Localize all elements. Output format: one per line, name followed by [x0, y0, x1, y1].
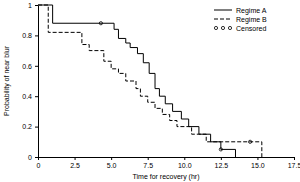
x-axis: 0 2.5 5.0 7.5 10.0 12.5 15.0 17.5	[37, 157, 300, 169]
x-tick-label: 15.0	[251, 162, 265, 169]
x-tick-mark	[148, 157, 149, 160]
y-tick: 0.2	[22, 123, 38, 130]
x-tick-label: 2.5	[70, 162, 80, 169]
legend-label: Regime A	[236, 7, 267, 15]
x-tick-mark	[184, 157, 185, 160]
x-tick: 15.0	[251, 157, 265, 169]
censored-point	[249, 140, 252, 143]
x-tick-label: 7.5	[143, 162, 153, 169]
legend-symbol	[214, 10, 232, 11]
legend-symbol	[228, 26, 231, 29]
legend: Regime ARegime BCensored	[214, 7, 267, 32]
y-tick-mark	[35, 157, 38, 158]
legend-symbol	[214, 26, 217, 29]
x-tick-label: 17.5	[288, 162, 300, 169]
y-tick: 0.6	[22, 63, 38, 70]
y-axis: 0 0.2 0.4 0.6 0.8 1	[22, 2, 38, 161]
x-tick-label: 0	[37, 162, 41, 169]
x-tick: 10.0	[178, 157, 192, 169]
x-tick-mark	[221, 157, 222, 160]
y-axis-title: Probability of near blur	[3, 45, 11, 116]
y-tick-mark	[35, 66, 38, 67]
x-tick-label: 12.5	[215, 162, 229, 169]
x-tick-label: 5.0	[107, 162, 117, 169]
x-tick-mark	[257, 157, 258, 160]
y-tick-mark	[35, 5, 38, 6]
plot-marks	[38, 5, 262, 157]
y-tick: 0	[28, 154, 38, 161]
x-tick: 0	[37, 157, 41, 169]
y-tick: 1	[28, 2, 38, 9]
x-tick: 17.5	[288, 157, 300, 169]
x-tick: 12.5	[215, 157, 229, 169]
censored-point	[99, 22, 102, 25]
y-tick-label: 0.6	[22, 63, 32, 70]
y-tick-label: 0.4	[22, 93, 32, 100]
y-tick: 0.8	[22, 32, 38, 39]
y-tick-label: 0	[28, 154, 32, 161]
legend-symbol	[221, 26, 224, 29]
x-tick-mark	[75, 157, 76, 160]
legend-label: Censored	[236, 25, 266, 32]
legend-symbol	[214, 19, 232, 20]
x-tick: 7.5	[143, 157, 153, 169]
y-tick-label: 0.2	[22, 123, 32, 130]
y-tick-mark	[35, 35, 38, 36]
x-tick: 2.5	[70, 157, 80, 169]
survival-line	[38, 5, 262, 157]
y-axis-line	[38, 6, 39, 158]
chart: 0 2.5 5.0 7.5 10.0 12.5 15.0 17.5 0 0.2 0.4 0.6 0.8 1…	[0, 0, 300, 182]
x-tick-mark	[111, 157, 112, 160]
legend-label: Regime B	[236, 16, 267, 24]
y-tick-label: 1	[28, 2, 32, 9]
y-tick-label: 0.8	[22, 32, 32, 39]
y-tick-mark	[35, 127, 38, 128]
censored-point	[219, 148, 222, 151]
y-tick-mark	[35, 96, 38, 97]
x-tick: 5.0	[107, 157, 117, 169]
x-axis-line	[39, 157, 295, 158]
x-tick-mark	[294, 157, 295, 160]
x-tick-label: 10.0	[178, 162, 192, 169]
x-axis-title: Time for recovery (hr)	[132, 173, 199, 181]
y-tick: 0.4	[22, 93, 38, 100]
